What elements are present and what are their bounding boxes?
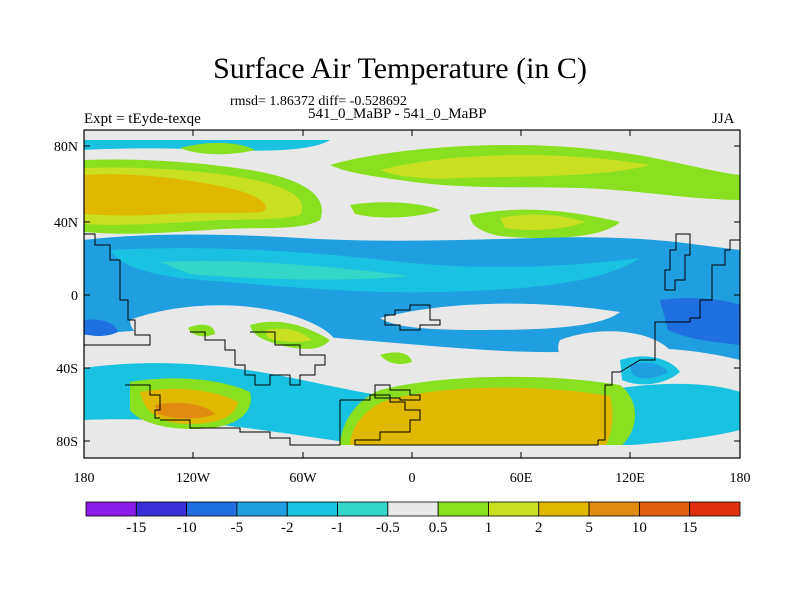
longitude-axis: 180 120W 60W 0 60E 120E 180	[74, 130, 751, 486]
lat-tick-label: 80S	[56, 435, 78, 450]
tropics-cyan-band	[110, 248, 640, 293]
antarctic-neutral	[84, 445, 740, 458]
colorbar-label: 5	[585, 520, 593, 536]
south-green-1	[188, 324, 215, 337]
temperature-field	[84, 130, 740, 458]
colorbar-swatch	[638, 501, 691, 517]
lon-tick-label: 180	[730, 471, 751, 486]
continent-outlines	[84, 233, 740, 446]
lat-tick-label: 40S	[56, 362, 78, 377]
south-yellow-1	[265, 328, 312, 343]
colorbar-label: -10	[177, 520, 197, 536]
north-warm-band-gold	[84, 174, 266, 216]
colorbar-label: -5	[231, 520, 244, 536]
colorbar-swatch	[588, 501, 640, 517]
continent-outline-island	[384, 304, 441, 331]
lon-tick-label: 0	[409, 471, 416, 486]
south-blue-east	[630, 362, 668, 379]
lat-tick-label: 40N	[54, 216, 78, 231]
south-neutral-swirl	[130, 305, 338, 366]
colorbar-swatch	[689, 501, 741, 517]
south-neutral-hook	[558, 331, 670, 372]
south-green-3	[380, 352, 412, 364]
continent-outline-northeast	[664, 233, 691, 291]
lon-tick-label: 60W	[289, 471, 317, 486]
continent-outline-antarctic-west	[160, 400, 341, 446]
lat-tick-label: 80N	[54, 140, 78, 155]
colorbar-label: 10	[632, 520, 647, 536]
north-yellow-patch	[500, 214, 585, 230]
south-warm-east-gold	[350, 387, 613, 447]
continent-outline-west-small	[125, 384, 161, 419]
north-green-center	[350, 202, 440, 218]
statistics-text: rmsd= 1.86372 diff= -0.528692	[230, 94, 407, 109]
colorbar-label: -2	[281, 520, 294, 536]
latitude-axis: 80N 40N 0 40S 80S	[54, 140, 740, 450]
continent-outline-east	[598, 239, 740, 441]
colorbar-label: 2	[535, 520, 543, 536]
arctic-yellow-band	[380, 154, 650, 179]
tropics-deep-blue-east	[660, 297, 740, 345]
colorbar-swatch	[85, 501, 137, 517]
lon-tick-label: 60E	[510, 471, 533, 486]
tropics-teal-band	[160, 260, 410, 280]
lon-tick-label: 120W	[176, 471, 211, 486]
arctic-small-green	[180, 142, 255, 155]
colorbar-swatch	[286, 501, 338, 517]
colorbar-swatch	[387, 501, 439, 517]
lat-tick-label: 0	[71, 289, 78, 304]
continent-outline-south-small	[374, 384, 421, 401]
colorbar-label: 0.5	[429, 520, 448, 536]
colorbar-swatch	[337, 501, 389, 517]
colorbar-label: 1	[485, 520, 493, 536]
continent-outline-west	[84, 233, 151, 346]
experiment-label: Expt = tEyde-texqe	[84, 111, 201, 127]
continent-outline-southwest	[190, 331, 326, 386]
page-title: Surface Air Temperature (in C)	[213, 52, 587, 85]
colorbar-label: 15	[682, 520, 697, 536]
colorbar-swatch	[135, 501, 188, 517]
lon-tick-label: 180	[74, 471, 95, 486]
lon-tick-label: 120E	[615, 471, 645, 486]
colorbar-swatch	[538, 501, 590, 517]
colorbar-label: -15	[126, 520, 146, 536]
comparison-label: 541_0_MaBP - 541_0_MaBP	[308, 106, 487, 122]
south-warm-west-orange	[155, 402, 215, 419]
continent-outline-antarctic	[340, 394, 599, 446]
colorbar-swatch	[488, 501, 540, 517]
colorbar: -15 -10 -5 -2 -1 -0.5 0.5 1 2 5 10 15	[85, 501, 741, 536]
colorbar-label: -1	[331, 520, 344, 536]
colorbar-swatch	[236, 501, 288, 517]
tropics-deep-blue-west	[84, 319, 118, 336]
colorbar-swatch	[186, 501, 238, 517]
season-label: JJA	[712, 111, 735, 127]
colorbar-swatch	[437, 501, 489, 517]
colorbar-label: -0.5	[376, 520, 400, 536]
